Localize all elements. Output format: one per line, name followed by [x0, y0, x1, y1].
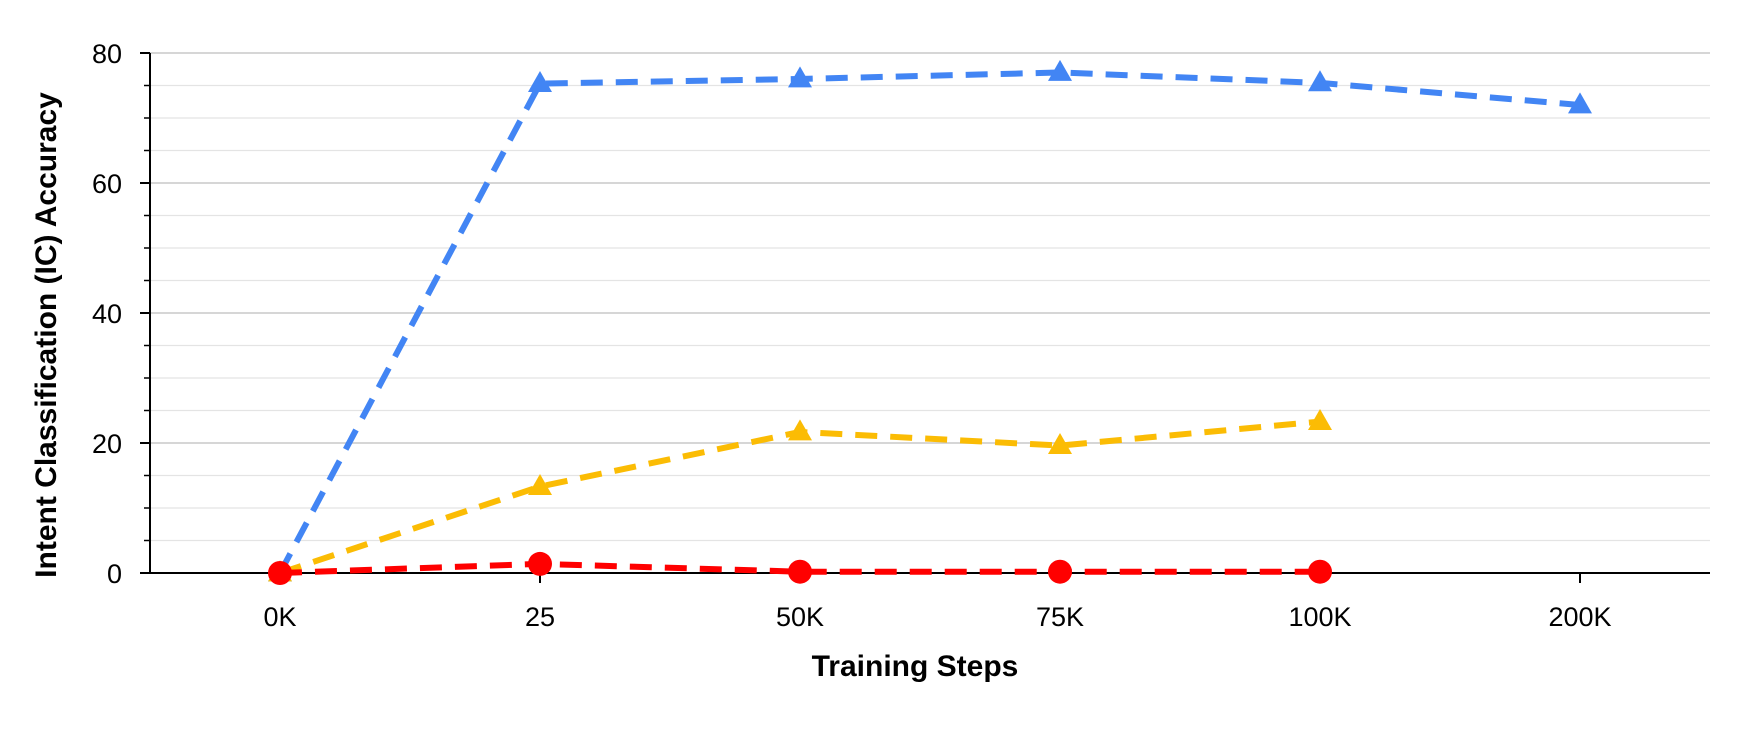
y-tick-label: 80 [92, 39, 122, 69]
data-point [528, 551, 552, 576]
y-axis-title: Intent Classification (IC) Accuracy [30, 92, 63, 578]
x-tick-label: 75K [1036, 602, 1084, 632]
y-tick-label: 20 [92, 429, 122, 459]
x-tick-label: 200K [1548, 602, 1611, 632]
x-tick-label: 25 [525, 602, 555, 632]
data-point [528, 70, 552, 92]
data-point [1048, 559, 1072, 584]
x-tick-label: 0K [263, 602, 296, 632]
x-tick-label: 50K [776, 602, 824, 632]
data-point [788, 559, 812, 584]
series-line [279, 418, 1321, 576]
series-2 [268, 408, 1332, 582]
x-axis-title: Training Steps [812, 650, 1019, 683]
x-tick-label: 100K [1288, 602, 1351, 632]
data-point [788, 419, 812, 441]
axes: 0 20 40 60 80 0K 25 50K 75K 100K 200K [92, 39, 1710, 632]
data-point [1048, 433, 1072, 454]
data-point [1048, 59, 1072, 81]
data-point [268, 561, 292, 585]
data-point [1308, 559, 1332, 584]
series-group [268, 59, 1592, 585]
series-3 [268, 551, 1332, 585]
series-1 [268, 59, 1592, 582]
data-point [1568, 92, 1592, 114]
data-point [1308, 408, 1332, 430]
data-point [788, 66, 812, 88]
data-point [528, 473, 552, 495]
grid [150, 52, 1710, 542]
y-tick-label: 40 [92, 299, 122, 329]
series-line [277, 69, 1581, 575]
y-tick-label: 0 [107, 559, 122, 589]
data-point [1308, 70, 1332, 92]
y-tick-label: 60 [92, 169, 122, 199]
